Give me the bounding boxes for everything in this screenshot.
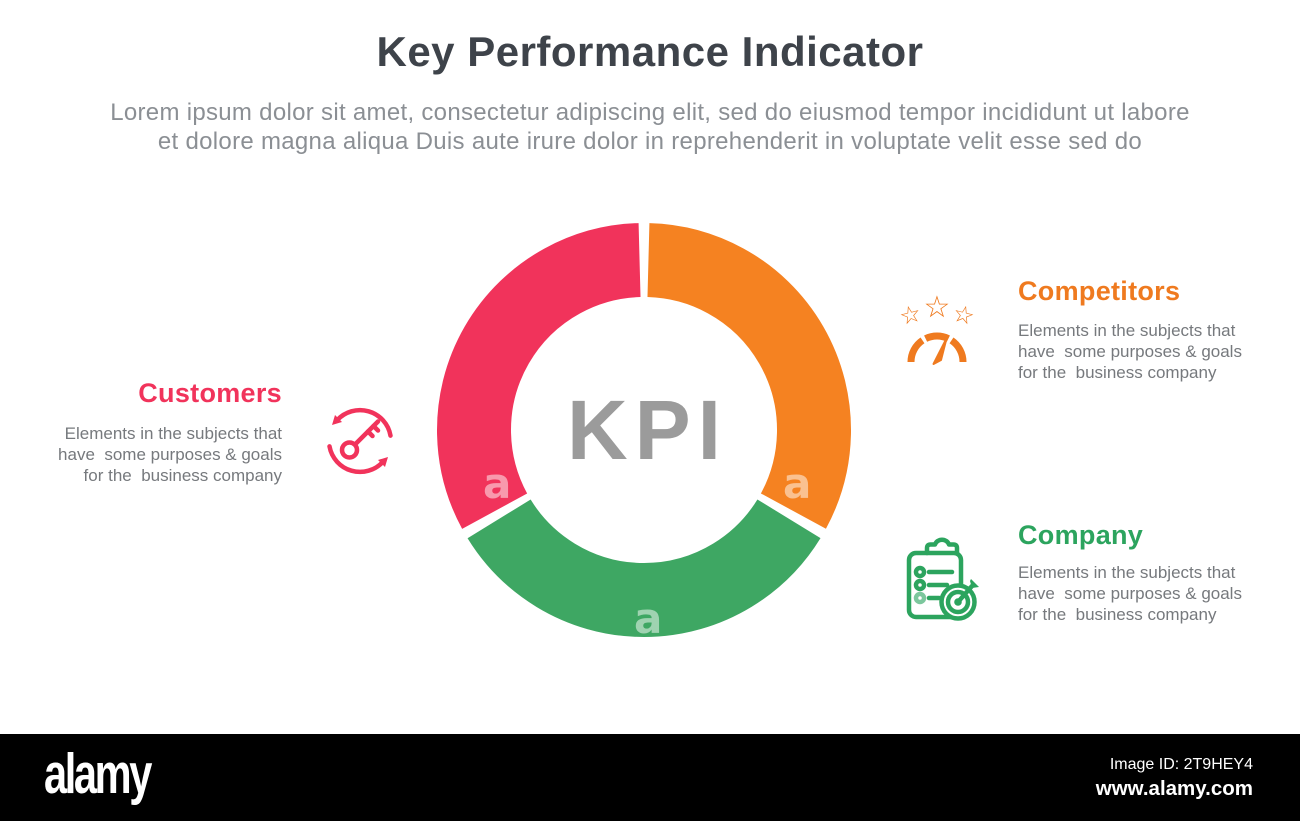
watermark-letter: a xyxy=(483,459,512,508)
page-subtitle: Lorem ipsum dolor sit amet, consectetur … xyxy=(110,99,1190,155)
section-competitors-title: Competitors xyxy=(1018,276,1181,306)
section-company-title: Company xyxy=(1018,520,1144,550)
section-customers-description: Elements in the subjects that have some … xyxy=(58,424,282,485)
alamy-url-text: www.alamy.com xyxy=(1095,777,1253,800)
kpi-donut-chart xyxy=(437,223,851,637)
watermark-letter: a xyxy=(634,594,663,643)
star-icon: ☆ xyxy=(896,299,924,331)
star-icon: ☆ xyxy=(924,292,951,325)
image-id-text: Image ID: 2T9HEY4 xyxy=(1109,756,1253,773)
kpi-center-label: KPI xyxy=(566,382,729,477)
alamy-logo: alamy xyxy=(44,743,152,806)
key-rotation-icon xyxy=(327,407,393,475)
watermark-letter: a xyxy=(783,459,812,508)
section-customers-title: Customers xyxy=(138,378,282,408)
gauge-stars-icon: ☆ ☆ ☆ xyxy=(896,292,978,365)
clipboard-target-icon xyxy=(906,537,979,621)
section-company-description: Elements in the subjects that have some … xyxy=(1018,563,1242,624)
footer-bar: alamy Image ID: 2T9HEY4 www.alamy.com xyxy=(0,734,1300,821)
donut-slice-customers xyxy=(437,223,642,529)
page-title: Key Performance Indicator xyxy=(376,28,924,75)
section-competitors-description: Elements in the subjects that have some … xyxy=(1018,321,1242,382)
donut-slice-company xyxy=(467,498,821,637)
donut-slice-competitors xyxy=(646,223,851,529)
star-icon: ☆ xyxy=(950,299,978,331)
